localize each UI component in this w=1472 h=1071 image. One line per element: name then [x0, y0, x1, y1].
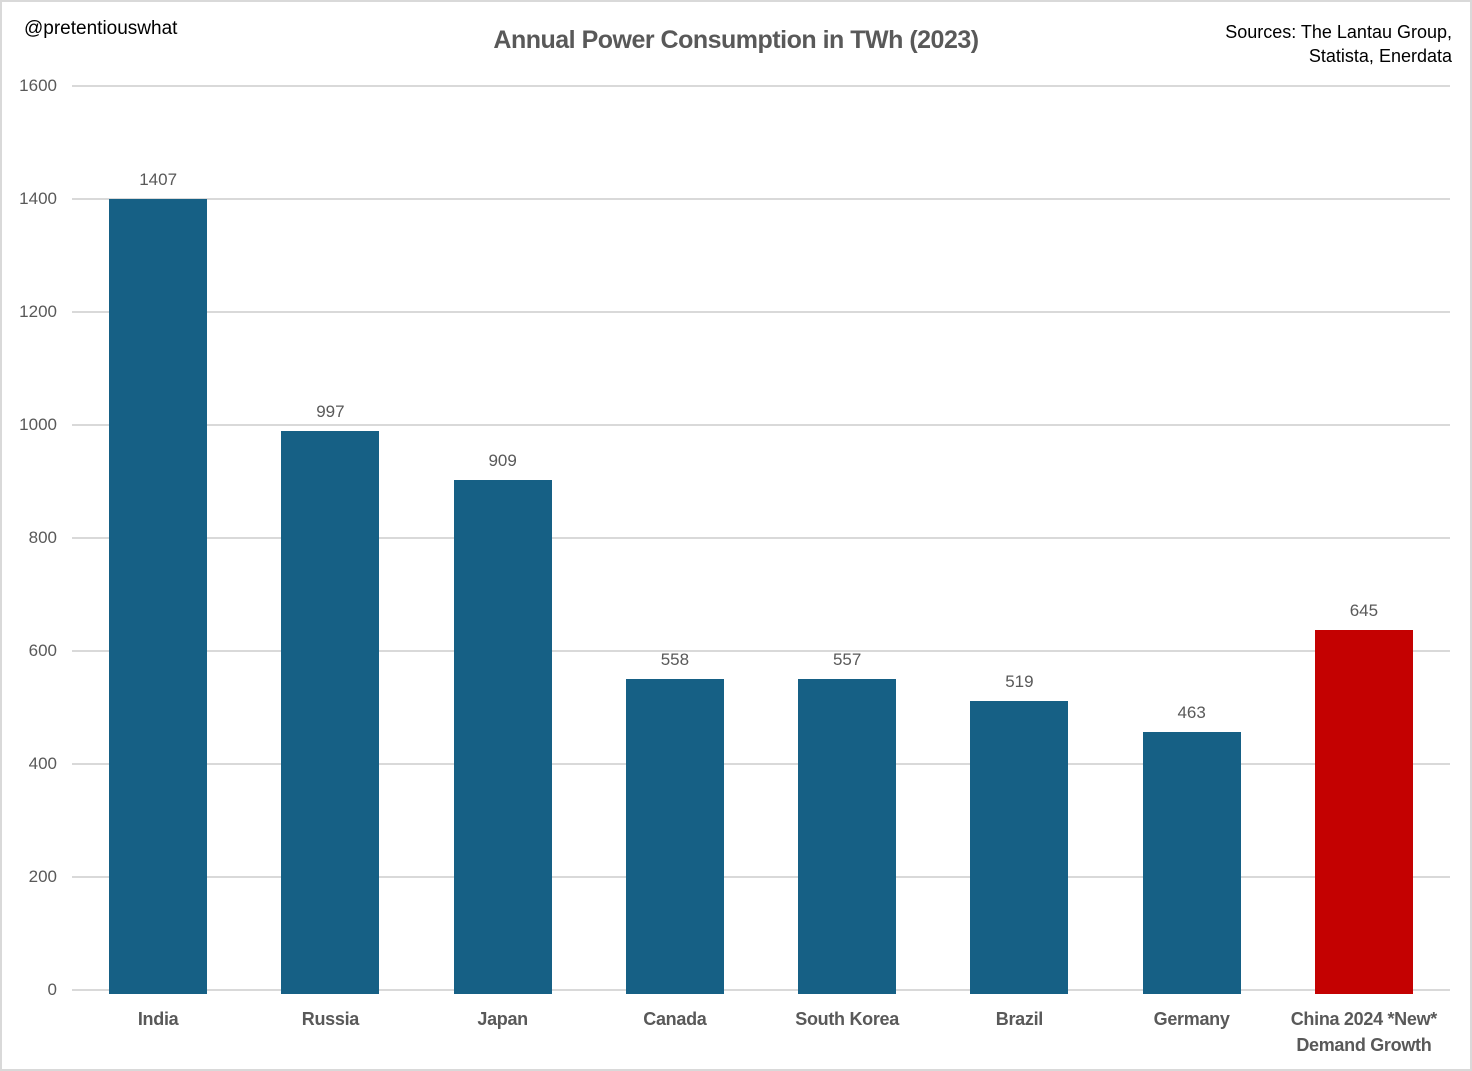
y-tick-label: 200: [28, 867, 57, 886]
x-category-label-canada: Canada: [643, 1009, 707, 1029]
sources-line-2: Statista, Enerdata: [1308, 46, 1452, 67]
y-tick-label: 0: [47, 980, 57, 999]
gridline: [72, 537, 1450, 539]
bar-slot-china-2024-new-demand-growth: 645: [1278, 86, 1450, 994]
bar-slot-south-korea: 557: [761, 86, 933, 994]
gridline: [72, 989, 1450, 991]
bar-value-label-canada: 558: [660, 649, 690, 669]
watermark-handle: @pretentiouswhat: [24, 18, 178, 39]
bar-value-label-brazil: 519: [1005, 671, 1034, 691]
bar-value-label-germany: 463: [1177, 703, 1206, 723]
bars-container: 1407 997 909 558 557 519 463 645: [72, 86, 1450, 994]
bar-germany: [1142, 732, 1241, 994]
gridline: [72, 311, 1450, 313]
bar-russia: [281, 430, 380, 994]
bar-slot-japan: 909: [417, 86, 589, 994]
plot-area: 0 200 400 600 800 1000 1200 1400 1600 1407 997 909…: [19, 76, 1450, 1055]
bar-slot-russia: 997: [244, 86, 416, 994]
bar-value-label-russia: 997: [316, 401, 345, 421]
bar-slot-canada: 558: [589, 86, 761, 994]
y-tick-label: 1000: [19, 415, 57, 434]
bar-slot-india: 1407: [72, 86, 244, 994]
sources-line-1: Sources: The Lantau Group,: [1225, 22, 1452, 42]
bar-south-korea: [798, 679, 897, 994]
bar-japan: [453, 480, 552, 994]
bar-value-label-india: 1407: [139, 170, 178, 190]
gridline: [72, 650, 1450, 652]
bar-slot-germany: 463: [1106, 86, 1278, 994]
x-category-label-germany: Germany: [1153, 1009, 1230, 1029]
chart-title: Annual Power Consumption in TWh (2023): [493, 26, 979, 54]
gridline: [72, 85, 1450, 87]
y-tick-label: 1200: [19, 302, 57, 321]
x-category-label-japan: Japan: [477, 1009, 528, 1029]
y-tick-label: 400: [28, 754, 57, 773]
y-tick-label: 800: [28, 528, 57, 547]
bar-slot-brazil: 519: [933, 86, 1105, 994]
bar-canada: [625, 678, 724, 994]
x-category-label-south-korea: South Korea: [795, 1009, 899, 1029]
gridline: [72, 876, 1450, 878]
x-category-label-brazil: Brazil: [995, 1009, 1044, 1029]
gridline: [72, 424, 1450, 426]
x-category-label-russia: Russia: [301, 1009, 360, 1029]
gridline: [72, 198, 1450, 200]
bar-india: [109, 199, 208, 994]
y-tick-label: 1600: [19, 76, 57, 95]
x-axis-labels: India Russia Japan Canada South Korea Brazil G…: [72, 1006, 1450, 1058]
x-category-label-india: India: [137, 1009, 179, 1029]
bar-value-label-china-2024-new-demand-growth: 645: [1349, 600, 1379, 620]
bar-value-label-japan: 909: [488, 451, 517, 471]
gridline: [72, 763, 1450, 765]
bar-china-2024-new-demand-growth: [1314, 629, 1413, 994]
sources-note: Sources: The Lantau Group, Statista, Ene…: [1225, 20, 1452, 69]
y-tick-label: 600: [28, 641, 57, 660]
x-category-label-china-2024-new-demand-growth: China 2024 *New* Demand Growth: [1290, 1009, 1438, 1056]
y-tick-label: 1400: [19, 189, 57, 208]
bar-value-label-south-korea: 557: [832, 650, 862, 670]
bar-brazil: [970, 700, 1069, 994]
